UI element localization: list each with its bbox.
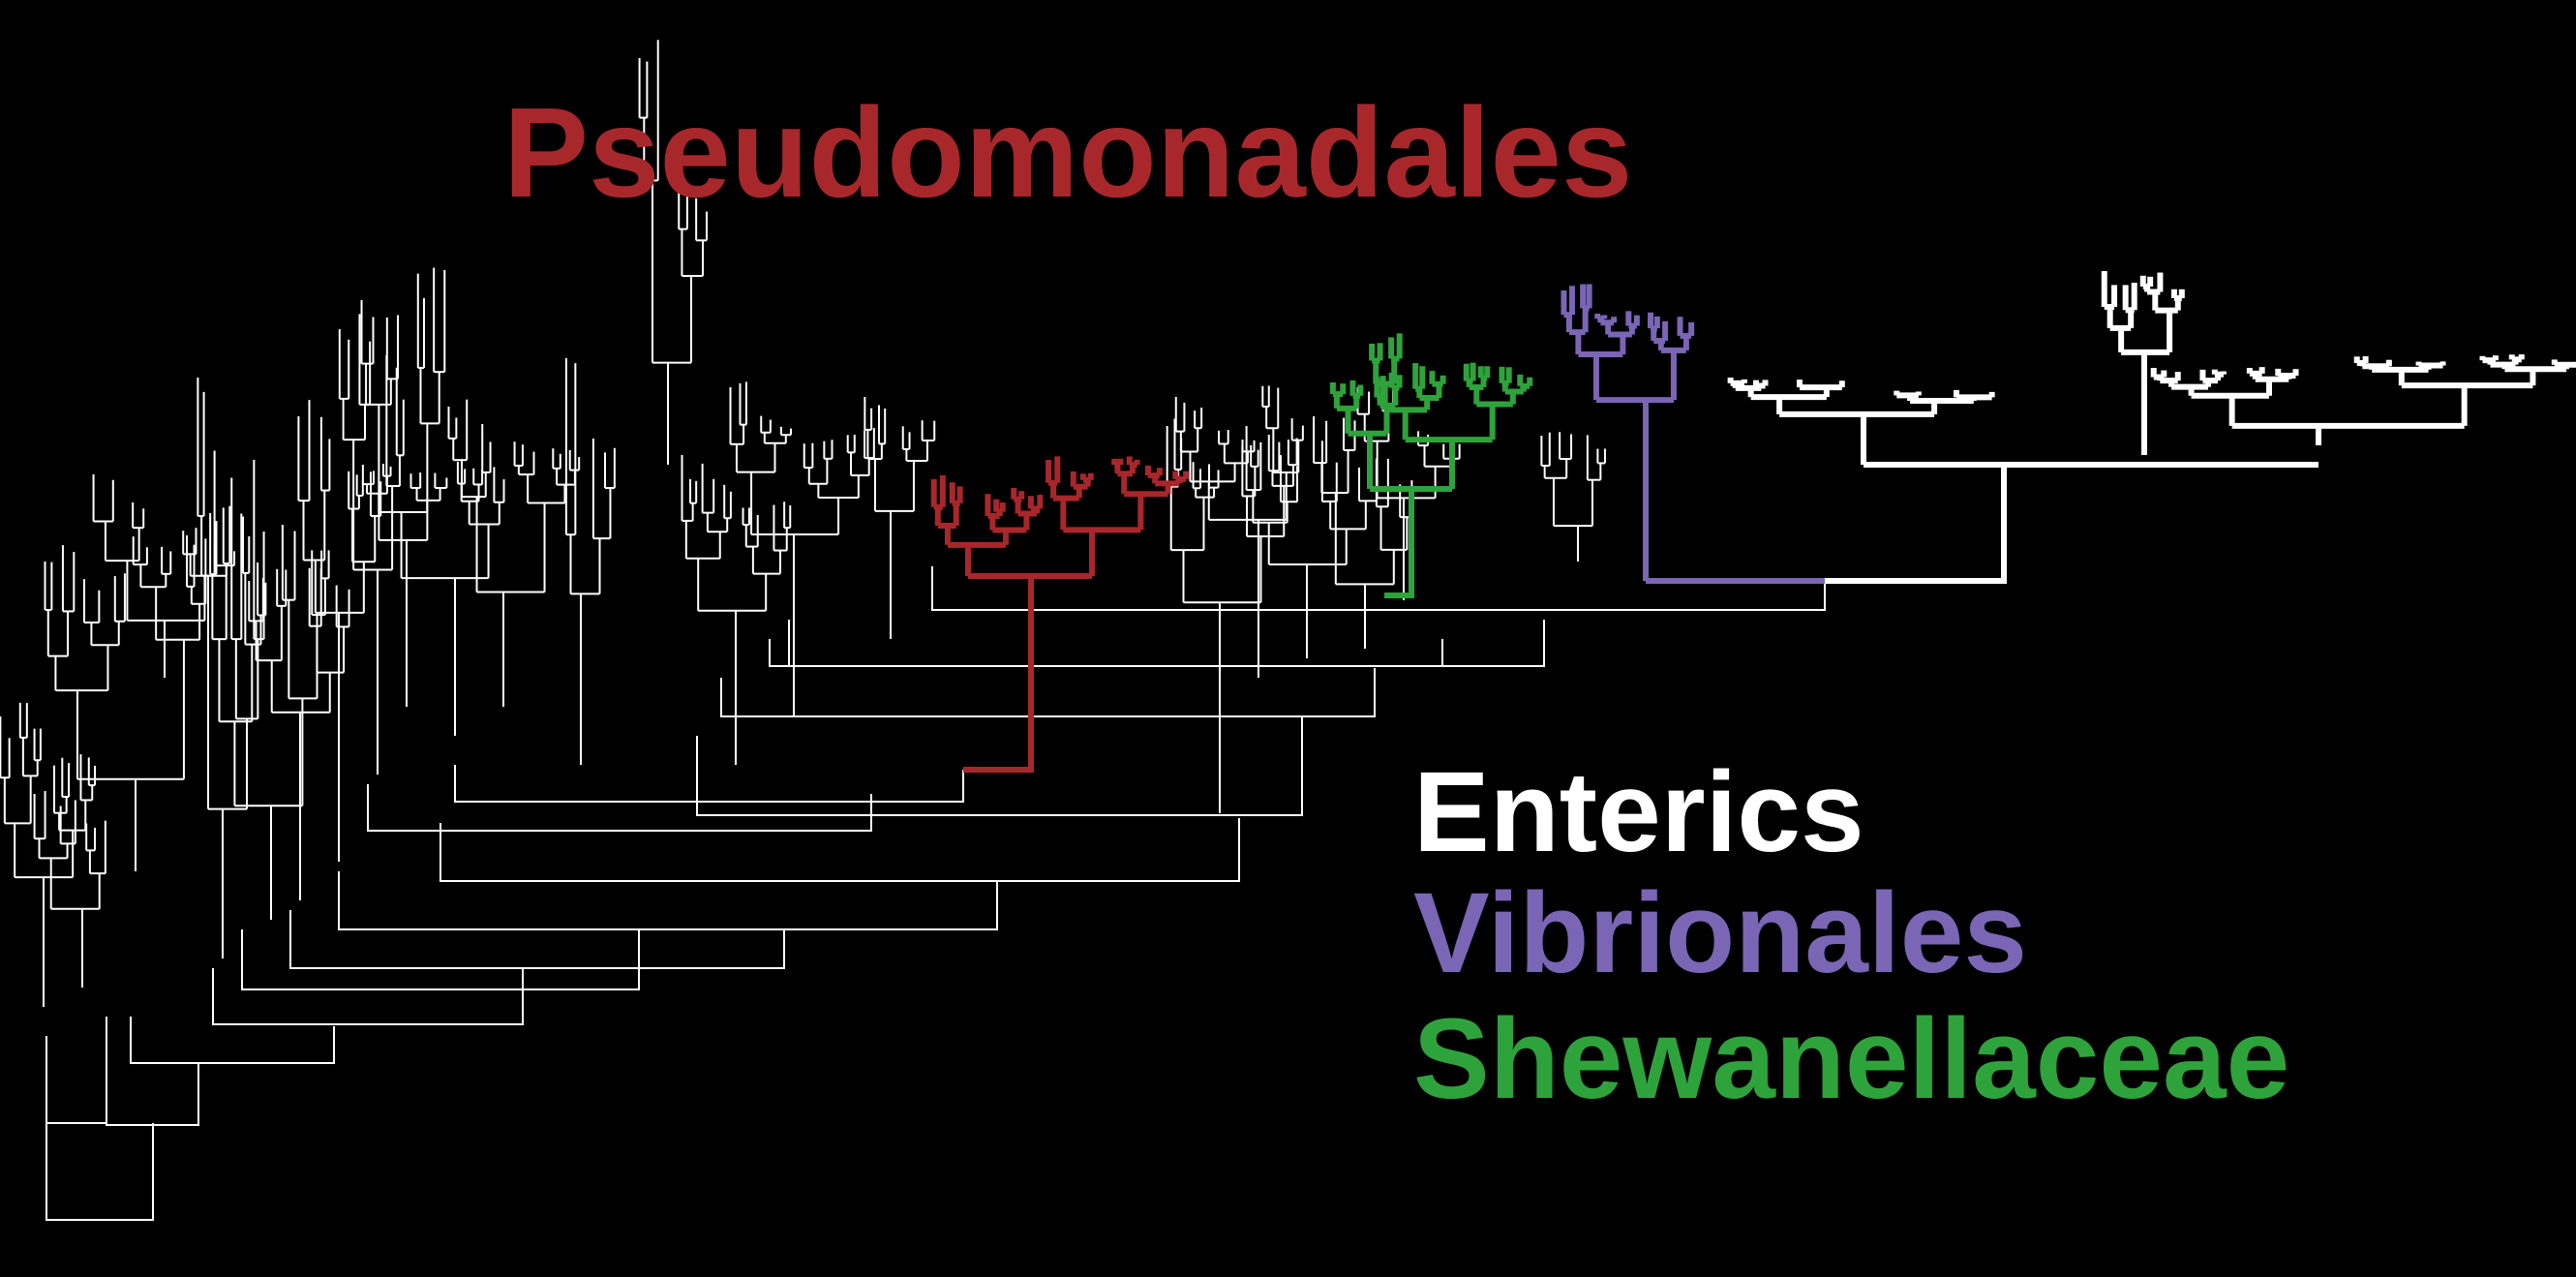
- pseudomonadales-label: Pseudomonadales: [503, 81, 1633, 224]
- tree-branch: [367, 784, 872, 832]
- shewanellaceae-clade: [1329, 333, 1533, 598]
- tree-branch: [338, 871, 998, 930]
- vibrionales-clade: [1561, 284, 1825, 584]
- tree-branch: [454, 765, 964, 803]
- tree-branch: [106, 1055, 199, 1126]
- tree-branch: [45, 1123, 154, 1221]
- tree-branch: [769, 639, 1443, 667]
- pseudomonadales-clade: [930, 456, 1190, 773]
- tree-branch: [788, 620, 1545, 667]
- tree-branch: [130, 1017, 335, 1064]
- tree-branch: [241, 929, 640, 990]
- shewanellaceae-label: Shewanellaceae: [1413, 995, 2290, 1123]
- enterics-clade: [1727, 271, 2576, 584]
- tree-branch: [289, 910, 785, 969]
- tree-branch: [1825, 465, 2007, 584]
- tree-branch: [439, 818, 1240, 882]
- tree-branch: [1384, 489, 1414, 598]
- vibrionales-label: Vibrionales: [1413, 869, 2027, 997]
- tree-branch: [45, 1017, 107, 1124]
- backbone-clade: [0, 40, 1826, 1221]
- enterics-label: Enterics: [1413, 748, 1864, 876]
- tree-branch: [931, 566, 1826, 611]
- tree-branch: [720, 668, 1376, 717]
- tree-branch: [963, 576, 1034, 773]
- tree-branch: [696, 716, 1303, 816]
- tree-branch: [212, 968, 524, 1025]
